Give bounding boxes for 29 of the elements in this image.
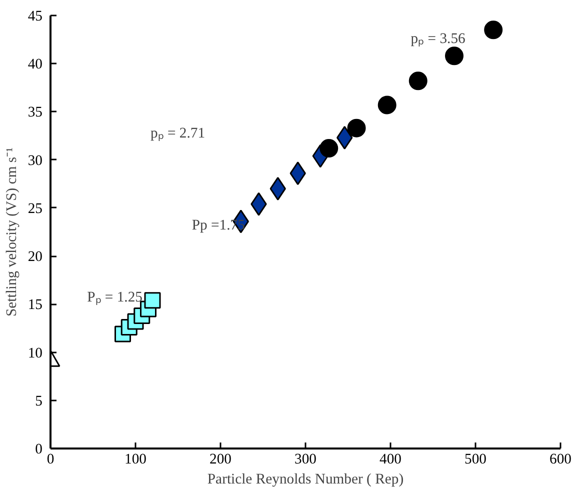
y-axis-title: Settling velocity (VS) cm s⁻¹	[4, 148, 20, 316]
x-tick-label: 600	[550, 452, 572, 468]
point	[484, 20, 503, 40]
y-tick-label: 25	[28, 200, 42, 217]
y-tick-label: 30	[28, 152, 42, 169]
point	[320, 139, 338, 158]
x-tick-label: 100	[124, 452, 146, 468]
x-tick-label: 500	[464, 452, 486, 468]
series-label: pₚ = 3.56	[410, 30, 466, 47]
x-axis-title: Particle Reynolds Number ( Rep)	[207, 472, 404, 488]
y-tick-label: 5	[35, 393, 42, 410]
y-tick-label: 20	[28, 249, 42, 266]
series-label: Pₚ = 1.25	[87, 289, 143, 306]
y-tick-label: 45	[28, 8, 42, 24]
x-tick-label: 400	[380, 452, 402, 468]
y-tick-label: 40	[28, 56, 42, 73]
y-tick-label: 35	[28, 104, 42, 121]
point	[445, 46, 464, 66]
x-tick-label: 200	[210, 452, 232, 468]
x-tick-label: 300	[294, 452, 316, 468]
y-tick-label: 10	[28, 345, 42, 362]
point	[378, 96, 396, 114]
y-tick-label: 0	[35, 442, 42, 458]
point	[347, 118, 366, 138]
annotation: pₚ = 2.71	[150, 126, 206, 142]
point	[144, 292, 161, 309]
point	[408, 72, 428, 90]
x-tick-label: 0	[46, 452, 54, 468]
y-tick-label: 15	[28, 297, 42, 314]
